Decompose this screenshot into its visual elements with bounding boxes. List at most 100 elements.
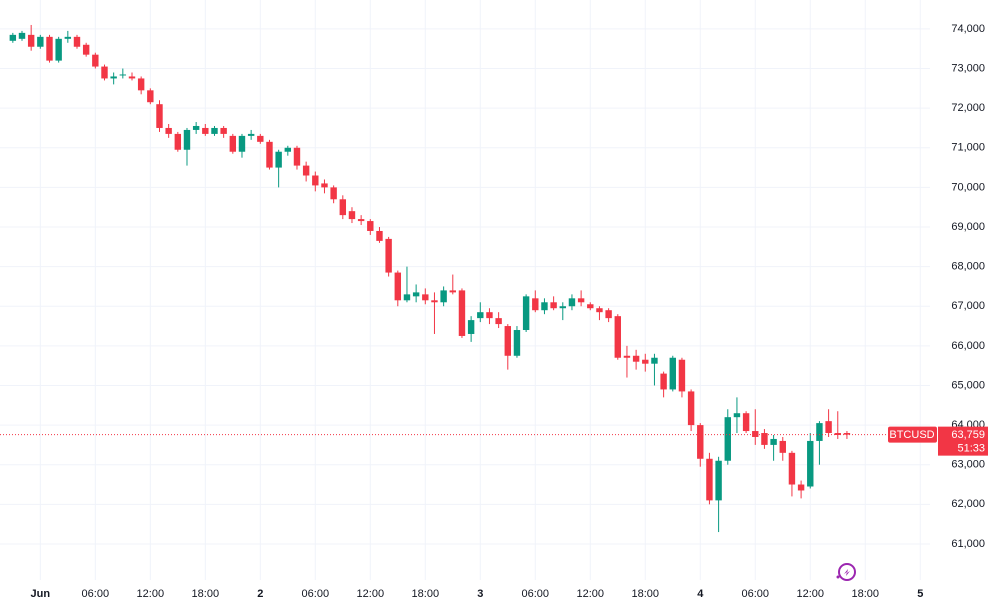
candle-body [568,298,576,307]
candle-body [614,316,621,358]
candle-body [513,330,521,356]
candle-body [247,133,255,136]
candle-body [623,355,631,358]
candle-body [724,417,731,461]
y-tick-label: 67,000 [951,300,985,312]
candle-body [339,199,347,216]
candle-body [834,433,841,435]
candle-body [18,32,26,39]
x-tick-label: Jun [31,588,51,600]
candle-body [706,458,713,501]
candle-body [422,294,429,301]
candle-body [9,34,17,41]
y-tick-label: 65,000 [951,379,985,391]
candle-body [440,290,447,303]
y-tick-label: 74,000 [951,23,985,35]
candle-body [504,326,511,356]
candle-body [403,294,411,301]
candle-body [367,221,374,231]
candle-body [825,421,832,434]
candle-body [202,127,209,134]
price-tag [938,426,988,456]
countdown-label: 51:33 [957,443,985,455]
candle-body [587,304,594,309]
candle-body [733,413,741,418]
candle-body [495,318,502,325]
candle-body [128,76,136,79]
x-tick-label: 4 [697,588,704,600]
candle-body [761,433,768,445]
candle-body [678,359,686,392]
candle-body [779,440,786,453]
candle-body [321,183,328,188]
x-tick-label: 12:00 [357,588,385,600]
candle-body [486,312,493,319]
candle-body [642,359,649,364]
candle-body [385,238,392,273]
candle-body [770,438,777,445]
x-tick-label: 18:00 [192,588,220,600]
candle-body [229,135,237,152]
candle-body [797,484,805,491]
x-tick-label: 3 [477,588,483,600]
candle-body [275,151,282,168]
x-tick-label: 18:00 [851,588,879,600]
candle-body [477,312,484,319]
x-tick-label: 2 [257,588,263,600]
candle-body [522,296,530,331]
candle-body [211,127,218,134]
labels: 61,00062,00063,00064,00065,00066,00067,0… [31,23,988,600]
y-tick-label: 68,000 [951,261,985,273]
candle-body [541,302,548,311]
candle-body [55,38,62,61]
x-tick-label: 12:00 [137,588,165,600]
candle-body [449,290,457,293]
candle-body [238,135,246,152]
candle-body [119,74,127,76]
x-tick-label: 06:00 [742,588,770,600]
candle-body [27,34,35,47]
candle-body [532,298,539,311]
candle-body [458,290,466,336]
candle-body [101,66,108,79]
candle-body [174,133,182,150]
y-tick-label: 61,000 [951,538,985,550]
candle-body [284,147,292,152]
candle-body [348,211,356,220]
candle-body [687,391,695,426]
last-price-label: 63,759 [951,429,985,441]
candle-body [156,104,163,128]
x-tick-label: 12:00 [577,588,605,600]
y-tick-label: 71,000 [951,142,985,154]
candle-body [266,141,273,168]
candle-body [669,357,676,390]
candle-body [376,230,383,241]
candle-body [147,90,154,103]
x-tick-label: 18:00 [412,588,440,600]
x-tick-label: 06:00 [522,588,550,600]
y-tick-label: 66,000 [951,340,985,352]
candle-body [807,440,814,487]
candle-body [431,300,438,303]
candle-body [73,36,81,47]
candle-body [330,187,337,200]
candle-body [816,423,823,441]
candle-body [752,431,759,437]
candle-body [550,302,557,309]
candle-body [577,298,585,303]
y-tick-label: 72,000 [951,102,985,114]
candle-body [192,125,200,130]
y-tick-label: 63,000 [951,459,985,471]
candle-body [632,355,640,362]
candle-body [64,36,72,39]
candle-body [357,219,365,222]
candle-body [596,308,603,313]
candle-body [697,425,704,459]
candle-body [110,76,117,79]
candle-body [137,78,145,91]
candle-body [412,292,420,297]
candle-body [605,310,612,319]
candle-body [82,44,90,55]
